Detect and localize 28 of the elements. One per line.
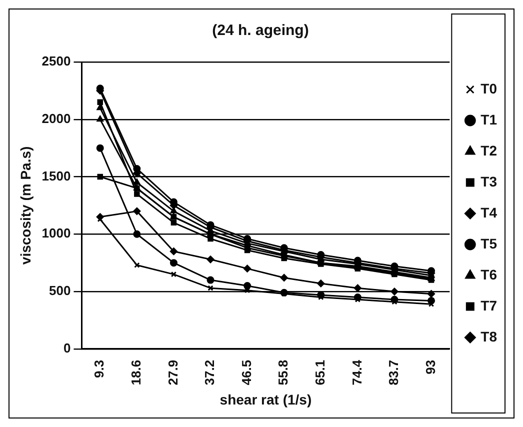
chart-title: (24 h. ageing) [212,22,309,40]
legend-label: T4 [480,204,498,220]
y-tick-label: 500 [49,283,71,298]
y-tick-label: 2000 [42,110,71,126]
legend-label: T1 [480,111,498,128]
x-tick-label: 9.3 [92,360,107,378]
x-tick-label: 55.8 [276,360,291,386]
legend-label: T2 [480,142,498,158]
x-tick-label: 37.2 [202,360,218,386]
legend-label: T3 [480,173,498,190]
x-tick-label: 65.1 [312,360,328,386]
legend-label: T0 [480,80,498,96]
y-tick-label: 0 [63,340,71,356]
x-axis-title: shear rat (1/s) [220,391,312,408]
y-tick-label: 2500 [42,54,71,69]
x-tick-label: 27.9 [165,360,180,386]
x-tick-label: 18.6 [128,360,144,386]
y-tick-label: 1500 [42,168,71,184]
x-tick-label: 93 [422,360,438,374]
x-tick-label: 74.4 [349,359,364,386]
x-tick-label: 83.7 [386,360,402,386]
legend-label: T6 [480,266,498,282]
legend-label: T5 [480,235,498,252]
x-tick-label: 46.5 [238,360,254,386]
legend-label: T8 [480,328,498,344]
y-axis-title: viscosity (m Pa.s) [17,146,34,265]
y-tick-label: 1000 [42,226,71,241]
legend-label: T7 [480,297,498,314]
